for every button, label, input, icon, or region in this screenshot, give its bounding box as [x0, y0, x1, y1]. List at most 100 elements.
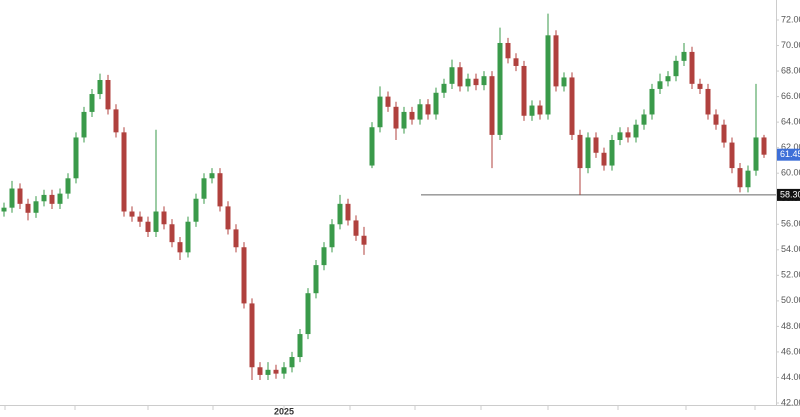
y-tick-label: 70.00 — [781, 40, 800, 50]
candle-body — [697, 83, 703, 89]
y-tick-label: 56.00 — [781, 219, 800, 229]
y-tick-label: 54.00 — [781, 244, 800, 254]
y-tick-label: 42.00 — [781, 397, 800, 407]
y-tick-label: 52.00 — [781, 270, 800, 280]
candle-body — [449, 67, 455, 84]
candle-body — [89, 94, 95, 112]
hline-price-badge — [777, 188, 800, 201]
x-axis-ticks — [4, 405, 756, 410]
candle-body — [665, 76, 671, 82]
candle-body — [305, 293, 311, 335]
candle-body — [209, 173, 215, 179]
candle-body — [617, 132, 623, 141]
candle-body — [321, 247, 327, 266]
candle-body — [433, 92, 439, 115]
y-tick-label: 64.00 — [781, 117, 800, 127]
candle-body — [233, 229, 239, 248]
candle-body — [417, 104, 423, 120]
candle-body — [401, 111, 407, 129]
candle-body — [145, 221, 151, 232]
candle-body — [625, 132, 631, 138]
candle-body — [177, 242, 183, 253]
candle-body — [25, 203, 31, 213]
candle-body — [249, 303, 255, 368]
candle-body — [265, 369, 271, 375]
candle-body — [601, 152, 607, 166]
candle-body — [1, 207, 7, 212]
candle-body — [369, 127, 375, 166]
candle-body — [489, 76, 495, 135]
x-tick-label: 2025 — [274, 406, 294, 416]
candle-body — [481, 76, 487, 86]
candle-body — [521, 65, 527, 116]
y-tick-label: 50.00 — [781, 295, 800, 305]
candle-body — [273, 369, 279, 374]
y-tick-label: 72.00 — [781, 14, 800, 24]
candle-body — [65, 178, 71, 194]
candle-body — [721, 124, 727, 143]
candle-body — [657, 81, 663, 89]
candle-body — [41, 194, 47, 202]
candle-body — [561, 77, 567, 87]
candle-body — [737, 168, 743, 188]
candle-body — [49, 194, 55, 204]
candle-body — [457, 67, 463, 87]
candle-body — [609, 140, 615, 166]
candle-body — [281, 367, 287, 374]
candle-body — [289, 357, 295, 368]
candle-body — [105, 80, 111, 110]
candle-body — [425, 104, 431, 115]
candle-body — [113, 109, 119, 133]
y-tick-label: 62.00 — [781, 142, 800, 152]
candle-body — [585, 137, 591, 169]
candle-body — [297, 334, 303, 358]
candle-body — [153, 211, 159, 232]
candle-body — [593, 137, 599, 153]
candle-body — [553, 35, 559, 87]
candle-body — [505, 42, 511, 59]
candle-body — [633, 124, 639, 138]
candle-body — [689, 51, 695, 84]
candle-body — [225, 206, 231, 230]
candle-body — [241, 247, 247, 304]
candle-body — [465, 78, 471, 87]
candle-body — [97, 80, 103, 95]
candle-body — [649, 88, 655, 115]
candle-body — [673, 60, 679, 77]
candle-body — [33, 201, 39, 213]
candle-body — [137, 216, 143, 222]
candle-body — [377, 96, 383, 128]
candle-body — [73, 137, 79, 179]
candle-body — [577, 134, 583, 169]
candle-body — [529, 105, 535, 116]
candle-body — [753, 137, 759, 171]
candle-body — [409, 111, 415, 120]
candle-body — [473, 78, 479, 86]
candle-body — [705, 88, 711, 115]
candle-body — [257, 367, 263, 375]
candle-body — [217, 173, 223, 207]
y-tick-label: 44.00 — [781, 372, 800, 382]
candle-body — [121, 132, 127, 212]
candle-body — [361, 235, 367, 245]
y-tick-label: 60.00 — [781, 168, 800, 178]
candle-body — [385, 96, 391, 107]
candle-body — [497, 42, 503, 135]
candle-body — [17, 188, 23, 204]
y-tick-label: 68.00 — [781, 65, 800, 75]
candle-body — [337, 203, 343, 225]
y-tick-label: 48.00 — [781, 321, 800, 331]
candle-body — [329, 224, 335, 248]
candle-body — [729, 142, 735, 169]
candle-body — [345, 203, 351, 221]
candle-body — [441, 83, 447, 93]
candle-body — [681, 51, 687, 61]
candle-body — [161, 211, 167, 225]
candle-body — [57, 193, 63, 204]
candle-body — [169, 224, 175, 243]
hline-price-label: 58.30 — [780, 189, 800, 199]
candle-body — [761, 137, 767, 155]
candle-body — [9, 188, 15, 208]
